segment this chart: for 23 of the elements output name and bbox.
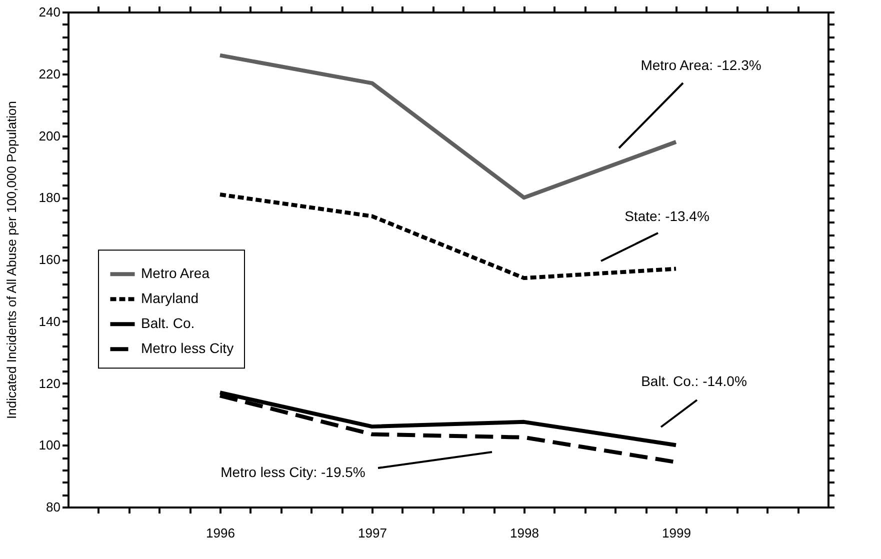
y-tick-label: 80 (46, 500, 60, 514)
x-tick-label: 1998 (510, 526, 539, 540)
legend-label: Metro less City (141, 340, 234, 356)
x-tick-label: 1996 (206, 526, 235, 540)
y-tick-label: 200 (38, 128, 60, 144)
y-tick-label: 160 (38, 252, 60, 267)
line-series (218, 53, 678, 200)
y-tick-label: 120 (38, 376, 60, 391)
y-axis-title: Indicated Incidents of All Abuse per 100,000 Population (4, 100, 19, 420)
x-tick-label: 1997 (358, 526, 387, 540)
annotation: Metro Area: -12.3% (640, 57, 762, 73)
y-tick-label: 140 (38, 314, 60, 329)
y-tick-label: 180 (38, 190, 60, 206)
legend-label: Metro Area (141, 265, 210, 282)
legend-label: Balt. Co. (141, 315, 195, 332)
y-tick-label: 240 (38, 4, 60, 20)
annotation: Balt. Co.: -14.0% (641, 373, 747, 389)
legend-label: Maryland (141, 290, 199, 306)
x-tick-label: 1999 (662, 526, 691, 540)
y-tick-label: 220 (38, 66, 60, 82)
annotation: Metro less City: -19.5% (220, 464, 366, 480)
annotation: State: -13.4% (624, 208, 710, 224)
y-tick-label: 100 (38, 438, 60, 453)
